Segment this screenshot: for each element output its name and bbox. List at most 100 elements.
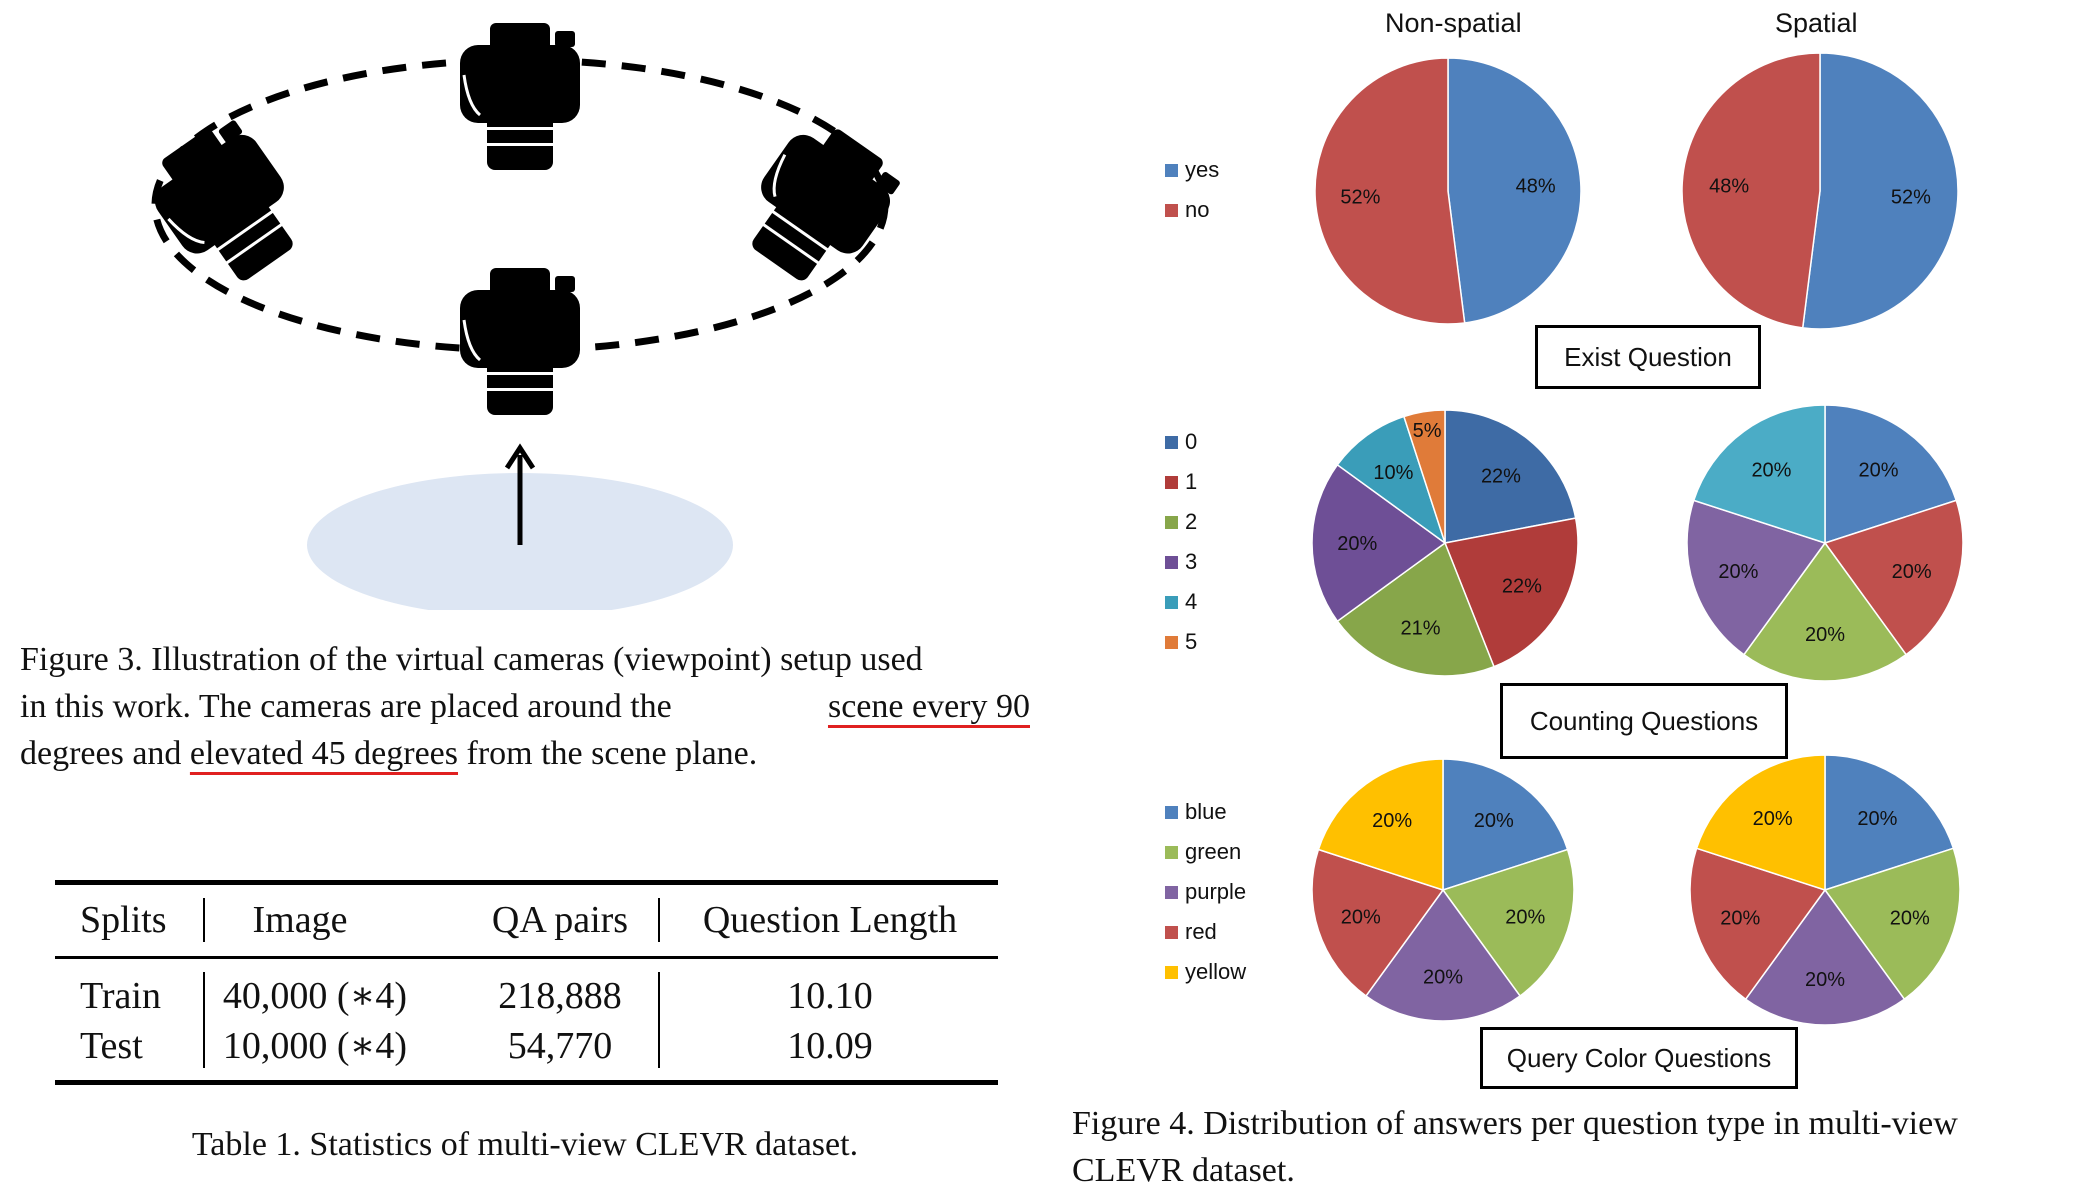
pie-slice-2 bbox=[1742, 541, 1908, 682]
figure3-caption-text: from the scene plane. bbox=[466, 735, 758, 772]
legend-item: blue bbox=[1165, 792, 1246, 832]
pie-data-label: 20% bbox=[1474, 810, 1514, 832]
legend-label: yellow bbox=[1185, 959, 1247, 984]
legend-swatch bbox=[1165, 435, 1178, 449]
pie-data-label: 5% bbox=[1413, 420, 1442, 442]
group-label-exist: Exist Question bbox=[1535, 325, 1761, 389]
legend-swatch bbox=[1165, 163, 1178, 177]
figure3-caption-highlight: scene every 90 bbox=[827, 688, 1030, 725]
pie-data-label: 20% bbox=[1805, 969, 1845, 991]
legend-query-color: blue green purple red yellow bbox=[1165, 792, 1246, 992]
legend-item: 5 bbox=[1165, 622, 1197, 662]
legend-swatch bbox=[1165, 555, 1178, 569]
pie-slice-3 bbox=[1686, 499, 1827, 656]
table-column-divider bbox=[658, 898, 660, 942]
legend-label: yes bbox=[1185, 157, 1220, 182]
pie-slice-4 bbox=[1692, 404, 1826, 545]
pie-slice-blue bbox=[1442, 758, 1569, 892]
table-column-divider bbox=[658, 972, 660, 1068]
legend-exist: yes no bbox=[1165, 150, 1219, 230]
pie-data-label: 48% bbox=[1516, 175, 1556, 197]
pie-slice-yes bbox=[1801, 52, 1959, 330]
table-header: Question Length bbox=[702, 899, 958, 941]
figure4-caption: Figure 4. Distribution of answers per qu… bbox=[1072, 1100, 2082, 1194]
pie-slice-blue bbox=[1824, 754, 1955, 892]
figure3-caption-text: degrees and bbox=[20, 735, 182, 772]
pie-slice-purple bbox=[1744, 888, 1906, 1026]
legend-item: 4 bbox=[1165, 582, 1197, 622]
table-cell: Test bbox=[80, 1025, 143, 1067]
pie-data-label: 20% bbox=[1890, 908, 1930, 930]
pie-data-label: 20% bbox=[1337, 533, 1377, 555]
legend-label: 5 bbox=[1185, 629, 1198, 654]
legend-label: green bbox=[1185, 839, 1242, 864]
legend-swatch bbox=[1165, 475, 1178, 489]
pie-slice-green bbox=[1823, 847, 1961, 1001]
legend-swatch bbox=[1165, 845, 1178, 859]
legend-label: red bbox=[1185, 919, 1217, 944]
pie-data-label: 22% bbox=[1481, 465, 1521, 487]
table-cell: 10,000 (∗4) bbox=[222, 1025, 408, 1067]
pie-slice-red bbox=[1689, 847, 1827, 1001]
table-header: Splits bbox=[80, 899, 167, 941]
pie-data-label: 20% bbox=[1505, 907, 1545, 929]
pie-data-label: 20% bbox=[1753, 808, 1793, 830]
figure3-caption-text: in this work. The cameras are placed aro… bbox=[20, 688, 672, 725]
pie-data-label: 52% bbox=[1891, 187, 1931, 209]
pie-slice-green bbox=[1441, 848, 1575, 998]
legend-swatch bbox=[1165, 515, 1178, 529]
figure3-caption-line-3: degrees and elevated 45 degrees from the… bbox=[20, 730, 1030, 777]
table-column-divider bbox=[203, 898, 205, 942]
table-cell: 218,888 bbox=[498, 975, 622, 1017]
legend-item: red bbox=[1165, 912, 1246, 952]
pie-data-label: 48% bbox=[1709, 175, 1749, 197]
legend-swatch bbox=[1165, 203, 1178, 217]
table-bottom-rule bbox=[55, 1080, 998, 1085]
pie-slice-no bbox=[1681, 52, 1821, 329]
table-cell: 40,000 (∗4) bbox=[222, 975, 408, 1017]
legend-item: yellow bbox=[1165, 952, 1246, 992]
table-cell: 10.09 bbox=[787, 1025, 873, 1067]
figure3-caption-line-1: Figure 3. Illustration of the virtual ca… bbox=[20, 641, 923, 678]
legend-label: 0 bbox=[1185, 429, 1198, 454]
pie-slice-1 bbox=[1823, 499, 1964, 656]
legend-swatch bbox=[1165, 805, 1178, 819]
legend-item: 1 bbox=[1165, 462, 1197, 502]
pie-slice-0 bbox=[1824, 404, 1958, 545]
pie-slice-0 bbox=[1444, 409, 1577, 544]
pie-data-label: 20% bbox=[1751, 459, 1791, 481]
pie-slice-2 bbox=[1336, 541, 1495, 677]
pie-data-label: 10% bbox=[1373, 462, 1413, 484]
legend-label: no bbox=[1185, 197, 1210, 222]
legend-label: 3 bbox=[1185, 549, 1198, 574]
legend-item: 0 bbox=[1165, 422, 1197, 462]
legend-label: 2 bbox=[1185, 509, 1198, 534]
camera-setup-illustration bbox=[133, 21, 912, 610]
figure3-caption: Figure 3. Illustration of the virtual ca… bbox=[20, 636, 1030, 777]
pie-slice-yellow bbox=[1317, 758, 1444, 892]
legend-item: 2 bbox=[1165, 502, 1197, 542]
pie-data-label: 20% bbox=[1892, 561, 1932, 583]
table-header: Image bbox=[252, 899, 348, 941]
pie-data-label: 20% bbox=[1805, 624, 1845, 646]
group-label-counting: Counting Questions bbox=[1500, 683, 1788, 759]
table-cell: Train bbox=[80, 975, 161, 1017]
pie-slice-no bbox=[1314, 57, 1466, 325]
pie-slice-1 bbox=[1443, 517, 1579, 668]
pie-data-label: 20% bbox=[1859, 459, 1899, 481]
legend-swatch bbox=[1165, 925, 1178, 939]
pie-slice-yes bbox=[1447, 57, 1582, 324]
pie-data-label: 20% bbox=[1372, 810, 1412, 832]
legend-item: no bbox=[1165, 190, 1219, 230]
table-cell: 10.10 bbox=[787, 975, 873, 1017]
group-label-query-color: Query Color Questions bbox=[1480, 1027, 1798, 1089]
pie-data-label: 20% bbox=[1720, 908, 1760, 930]
pie-data-label: 20% bbox=[1857, 808, 1897, 830]
legend-label: 4 bbox=[1185, 589, 1198, 614]
column-header-spatial: Spatial bbox=[1775, 8, 1858, 38]
statistics-table: Splits Image QA pairs Question Length Tr… bbox=[55, 880, 998, 1086]
table-top-rule bbox=[55, 880, 998, 885]
table-cell: 54,770 bbox=[507, 1025, 613, 1067]
figure4-caption-line-1: Figure 4. Distribution of answers per qu… bbox=[1072, 1105, 1958, 1142]
